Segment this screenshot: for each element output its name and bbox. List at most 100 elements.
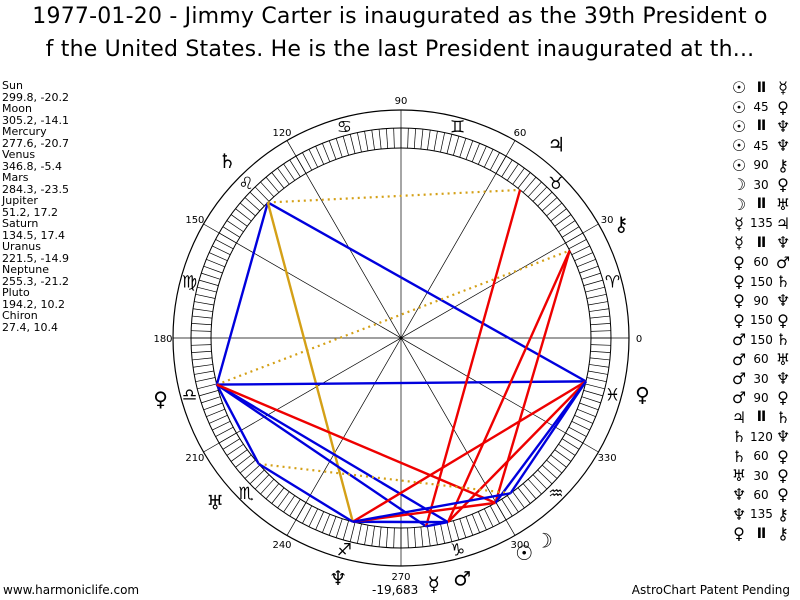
aspect-planet-icon: ♀ <box>777 466 789 485</box>
aspect-line <box>447 380 587 523</box>
aspect-planet-icon: ♅ <box>775 194 791 214</box>
degree-tick <box>574 414 593 424</box>
aspect-planet-icon: ☽ <box>731 194 747 214</box>
degree-tick <box>571 420 590 431</box>
degree-tick <box>283 163 296 181</box>
degree-tick <box>581 272 601 280</box>
degree-tick <box>586 293 607 299</box>
planet-name-chiron: Chiron <box>2 309 38 322</box>
planet-name-neptune: Neptune <box>2 263 50 276</box>
aspect-planet-icon: ☉ <box>731 78 747 98</box>
planet-mars-icon: ♂ <box>453 566 471 590</box>
aspect-planet-icon: ♆ <box>775 116 791 136</box>
degree-tick <box>477 146 487 165</box>
aspect-planet-icon: ♀ <box>733 310 745 330</box>
degree-tick <box>589 308 610 312</box>
virgo-sign-icon: ♍ <box>182 272 197 292</box>
planet-name-saturn: Saturn <box>2 217 39 230</box>
degree-tick <box>588 301 608 306</box>
degree-tick <box>561 438 580 450</box>
aspect-angle: 150 <box>750 274 773 289</box>
degree-tick <box>192 357 213 361</box>
degree-tick <box>590 323 611 326</box>
degree-tick <box>206 408 225 417</box>
degree-tick <box>209 252 228 262</box>
aspect-angle: 30 <box>753 468 769 483</box>
degree-tick <box>226 220 244 233</box>
aspect-row: ☽ 30 ♀ <box>728 175 798 194</box>
degree-tick <box>471 514 480 533</box>
degree-tick <box>203 265 223 274</box>
degree-tick <box>230 214 248 227</box>
aspect-line <box>494 250 571 504</box>
degree-tick <box>537 469 553 485</box>
leo-sign-icon: ♌ <box>239 174 254 194</box>
degree-tick <box>254 186 270 202</box>
degree-tick <box>342 520 349 540</box>
aspect-row: ☉ 90 ⚷ <box>728 156 798 175</box>
degree-tick <box>477 511 487 530</box>
degree-tick <box>568 426 587 437</box>
planet-venus-icon: ♀ <box>635 383 650 407</box>
planet-name-mars: Mars <box>2 171 29 184</box>
degree-tick <box>489 152 500 171</box>
degree-tick <box>191 350 212 353</box>
degree-tick <box>192 364 213 368</box>
degree-tick <box>371 129 375 150</box>
degree-tick <box>554 214 572 227</box>
aspect-row: ☉ II ♆ <box>728 117 798 136</box>
degree-tick <box>315 511 325 530</box>
aspect-row: ♄ 60 ♀ <box>728 446 798 466</box>
degree-tick <box>386 527 389 548</box>
aspect-row: ♄ 120 ♆ <box>728 427 798 446</box>
degree-tick <box>446 522 453 542</box>
aspect-angle: II <box>756 234 766 251</box>
aspect-row: ☿ 135 ♃ <box>728 214 798 233</box>
aspect-planet-icon: ♅ <box>775 349 791 369</box>
aspect-planet-icon: ♆ <box>775 136 791 156</box>
aspect-line <box>446 250 571 523</box>
degree-tick <box>589 315 610 319</box>
degree-label: 60 <box>514 128 527 139</box>
aspect-row: ♀ 150 ♀ <box>728 311 798 330</box>
degree-tick <box>378 526 382 547</box>
degree-tick <box>554 449 572 462</box>
degree-tick <box>407 128 409 149</box>
planet-coords-jupiter: 51.2, 17.2 <box>2 205 58 219</box>
aspect-row: ♆ 60 ♀ <box>728 485 798 504</box>
degree-tick <box>235 208 252 222</box>
degree-tick <box>413 128 416 149</box>
degree-tick <box>265 176 280 193</box>
degree-label: 300 <box>510 540 529 551</box>
aspect-planet-icon: ♄ <box>731 427 747 447</box>
aspect-angle: 120 <box>750 429 773 444</box>
degree-tick <box>191 344 212 346</box>
degree-tick <box>335 518 343 538</box>
harmonic-number: -19,683 <box>372 583 419 597</box>
planet-coords-neptune: 255.3, -21.2 <box>2 274 69 288</box>
planet-mercury-icon: ☿ <box>428 572 440 596</box>
aspect-row: ☿ II ♆ <box>728 233 798 252</box>
website-label: www.harmoniclife.com <box>3 583 140 597</box>
aspect-angle: 90 <box>753 390 769 405</box>
aspect-row: ☽ II ♅ <box>728 194 798 214</box>
aspect-planet-icon: ♀ <box>777 446 789 466</box>
aspect-planet-icon: ♀ <box>777 175 789 195</box>
aspect-planet-icon: ♆ <box>775 291 791 311</box>
planet-coords-pluto: 194.2, 10.2 <box>2 297 65 311</box>
degree-tick <box>585 383 605 390</box>
degree-tick <box>527 181 542 198</box>
degree-tick <box>420 526 424 547</box>
aspect-planet-icon: ♄ <box>775 330 791 350</box>
aspect-planet-icon: ♂ <box>731 388 747 408</box>
degree-tick <box>407 527 409 548</box>
aquarius-sign-icon: ♒ <box>548 484 563 504</box>
aspect-line <box>266 202 354 523</box>
aspect-line <box>216 383 427 528</box>
planet-chiron-icon: ⚷ <box>614 212 629 236</box>
aspect-planet-icon: ♀ <box>777 97 789 117</box>
aspect-planet-icon: ♀ <box>777 310 789 330</box>
degree-tick <box>440 523 446 544</box>
aspect-angle: 30 <box>753 371 769 386</box>
